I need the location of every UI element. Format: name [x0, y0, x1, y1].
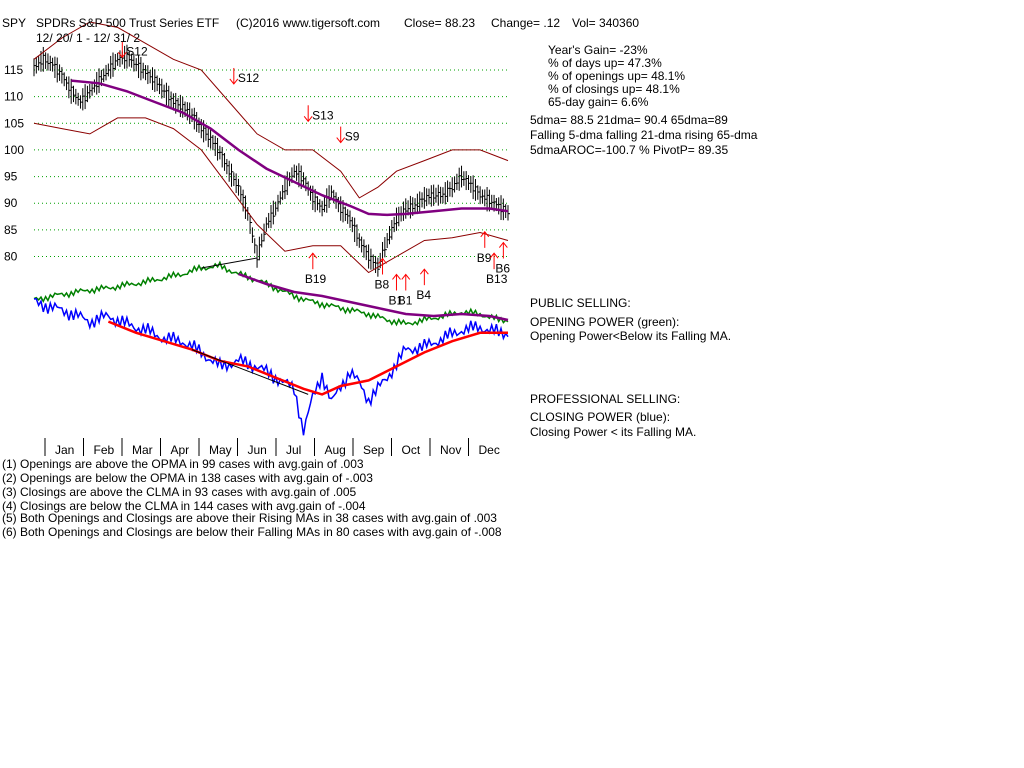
month-label: Apr	[171, 443, 190, 457]
buy-signal-label: B1	[398, 293, 413, 307]
closing-power-note: Closing Power < its Falling MA.	[530, 425, 697, 439]
stat-closings-up: % of closings up= 48.1%	[548, 82, 680, 96]
buy-arrowhead	[378, 257, 387, 264]
buy-arrowhead	[419, 268, 429, 275]
month-label: Sep	[363, 443, 385, 457]
closing-power-line	[33, 298, 509, 436]
stat-65day-gain: 65-day gain= 6.6%	[548, 95, 649, 109]
upper-band-line	[33, 21, 509, 199]
close-value: Close= 88.23	[404, 16, 476, 30]
volume-value: Vol= 340360	[572, 16, 640, 30]
month-label: Feb	[94, 443, 115, 457]
footer-line-3: (3) Closings are above the CLMA in 93 ca…	[2, 485, 357, 499]
lower-band-line	[33, 117, 509, 274]
buy-arrowhead	[392, 273, 401, 280]
month-label: Dec	[479, 443, 500, 457]
copyright: (C)2016 www.tigersoft.com	[236, 16, 381, 30]
footer-line-2: (2) Openings are below the OPMA in 138 c…	[2, 471, 373, 485]
price-tick-label: 110	[4, 90, 23, 104]
buy-arrowhead	[401, 273, 411, 280]
change-value: Change= .12	[491, 16, 561, 30]
price-tick-label: 100	[4, 143, 24, 157]
stat-openings-up: % of openings up= 48.1%	[548, 69, 686, 83]
date-range: 12/ 20/ 1 - 12/ 31/ 2	[36, 31, 141, 45]
fund-title: SPDRs S&P 500 Trust Series ETF	[36, 16, 220, 30]
sell-arrowhead	[229, 78, 239, 85]
month-label: Oct	[402, 443, 421, 457]
footer-line-4: (4) Closings are below the CLMA in 144 c…	[2, 499, 366, 513]
public-selling-title: PUBLIC SELLING:	[530, 296, 631, 310]
price-tick-label: 105	[4, 116, 24, 130]
price-tick-label: 95	[4, 170, 18, 184]
price-tick-label: 80	[4, 250, 18, 264]
buy-signal-label: B1	[388, 293, 403, 307]
opening-power-trendline	[201, 257, 258, 269]
buy-signal-label: B19	[305, 272, 327, 286]
sell-signal-label: S9	[345, 130, 360, 144]
month-label: Jan	[55, 443, 74, 457]
closing-power-ma-line	[107, 320, 508, 396]
sell-arrowhead	[303, 115, 313, 123]
sell-arrowhead	[336, 137, 346, 144]
buy-signal-label: B8	[375, 278, 390, 292]
opening-power-label: OPENING POWER (green):	[530, 315, 680, 329]
price-tick-label: 85	[4, 223, 18, 237]
sell-signal-label: S12	[126, 44, 148, 58]
closing-power-label: CLOSING POWER (blue):	[530, 410, 671, 424]
opening-power-ma-line	[238, 272, 509, 322]
ma65-line	[71, 79, 509, 217]
aroc-pivot: 5dmaAROC=-100.7 % PivotP= 89.35	[530, 143, 729, 157]
month-label: Jun	[248, 443, 267, 457]
stat-days-up: % of days up= 47.3%	[548, 56, 662, 70]
footer-line-5: (5) Both Openings and Closings are above…	[2, 511, 497, 525]
month-label: Aug	[325, 443, 346, 457]
ma-values: 5dma= 88.5 21dma= 90.4 65dma=89	[530, 113, 728, 127]
month-label: Nov	[440, 443, 461, 457]
buy-arrowhead	[498, 241, 508, 248]
sell-signal-label: S12	[238, 71, 260, 85]
buy-signal-label: B6	[495, 262, 510, 276]
month-label: Mar	[132, 443, 153, 457]
footer-line-6: (6) Both Openings and Closings are below…	[2, 525, 502, 539]
stat-years-gain: Year's Gain= -23%	[548, 43, 648, 57]
buy-signal-label: B9	[477, 251, 492, 265]
sell-signal-label: S13	[312, 108, 334, 122]
ma-direction: Falling 5-dma falling 21-dma rising 65-d…	[530, 128, 758, 142]
buy-arrowhead	[489, 252, 499, 259]
opening-power-note: Opening Power<Below its Falling MA.	[530, 329, 732, 343]
month-label: May	[209, 443, 232, 457]
buy-signal-label: B13	[486, 272, 508, 286]
footer-line-1: (1) Openings are above the OPMA in 99 ca…	[2, 457, 364, 471]
ticker-symbol: SPY	[2, 16, 27, 30]
closing-power-trendline	[191, 349, 309, 395]
sell-arrowhead	[117, 52, 127, 59]
month-label: Jul	[286, 443, 301, 457]
professional-selling-title: PROFESSIONAL SELLING:	[530, 392, 681, 406]
buy-signal-label: B4	[416, 288, 431, 302]
buy-arrowhead	[480, 231, 490, 238]
price-tick-label: 115	[4, 63, 23, 77]
price-tick-label: 90	[4, 196, 18, 210]
buy-arrowhead	[308, 252, 318, 259]
